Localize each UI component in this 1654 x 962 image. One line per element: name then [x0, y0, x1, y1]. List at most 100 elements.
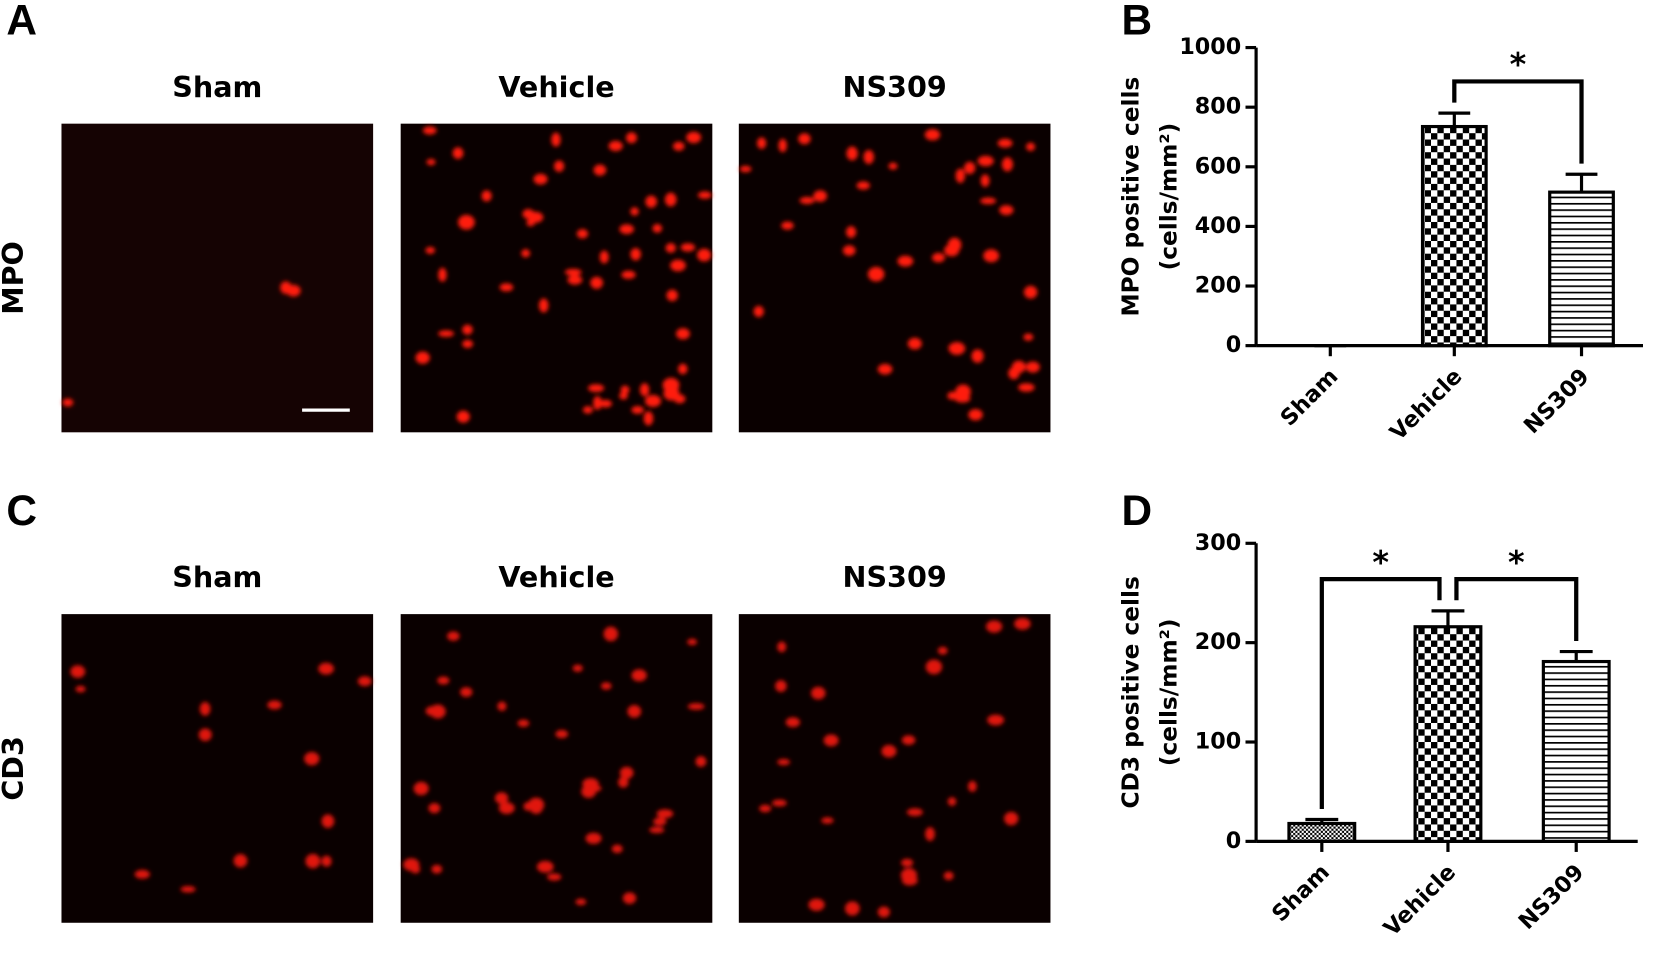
cell — [1014, 617, 1031, 630]
cell — [644, 394, 662, 407]
cells — [759, 617, 1031, 918]
cell — [652, 223, 663, 233]
cell — [497, 701, 507, 712]
column-label: Vehicle — [498, 560, 614, 594]
cell — [582, 406, 593, 414]
cell — [422, 126, 437, 135]
column-label: Vehicle — [498, 70, 614, 104]
micrograph — [400, 123, 713, 433]
y-axis-label: (cells/mm²) — [1156, 619, 1183, 767]
cell — [590, 276, 604, 289]
cell — [589, 785, 602, 792]
cell — [670, 259, 686, 272]
cell — [536, 860, 554, 873]
cell — [643, 411, 654, 426]
significance-bracket — [1454, 577, 1579, 642]
panel-letter: A — [6, 0, 37, 43]
cell — [622, 892, 637, 904]
y-tick-label: 300 — [1195, 530, 1241, 556]
cell — [877, 363, 893, 375]
cell — [977, 155, 994, 167]
cell — [631, 405, 644, 414]
cell — [687, 638, 698, 646]
cell — [639, 383, 650, 397]
bar — [1413, 625, 1483, 843]
cell — [517, 719, 530, 727]
column-label: Sham — [172, 560, 262, 594]
cell — [452, 147, 464, 160]
x-tick-label: Sham — [1275, 364, 1343, 432]
cell — [75, 685, 86, 693]
cell — [627, 704, 642, 718]
cell — [180, 886, 196, 893]
micrograph — [61, 123, 374, 433]
cell — [199, 702, 211, 716]
cell — [318, 662, 334, 675]
cell — [739, 165, 752, 173]
cells — [403, 626, 707, 906]
cell — [611, 844, 623, 854]
cell — [533, 173, 548, 185]
cell — [575, 898, 587, 906]
cell — [662, 377, 680, 393]
cell — [631, 669, 647, 682]
cell — [1001, 157, 1013, 172]
cell — [954, 394, 971, 403]
cell — [968, 409, 983, 421]
cell — [426, 158, 436, 166]
cells — [70, 662, 372, 893]
y-tick-label: 0 — [1226, 828, 1241, 854]
cell — [925, 659, 943, 675]
cell — [756, 137, 767, 149]
cell — [600, 682, 612, 690]
cell — [672, 141, 685, 151]
cell — [906, 808, 923, 817]
cell — [498, 802, 515, 814]
cell — [964, 161, 976, 175]
cell — [971, 349, 984, 363]
column-label: NS309 — [843, 560, 947, 594]
cell — [1025, 361, 1040, 373]
cell — [697, 191, 712, 199]
cell — [551, 132, 561, 147]
cell — [799, 196, 815, 205]
cell — [619, 392, 628, 400]
cell — [437, 676, 450, 685]
significance-label: * — [1372, 545, 1389, 581]
y-tick-label: 600 — [1195, 153, 1241, 179]
cell — [687, 703, 705, 710]
cell — [1004, 811, 1019, 826]
cell — [618, 776, 629, 788]
cell — [587, 384, 605, 393]
micrograph — [400, 614, 713, 923]
cell — [538, 298, 549, 313]
bar — [1541, 659, 1611, 843]
cell — [494, 792, 509, 804]
cell — [810, 686, 826, 700]
cell — [649, 826, 665, 834]
cell — [438, 330, 455, 337]
cell — [321, 814, 335, 829]
cell — [1018, 383, 1035, 392]
x-tick-label: NS309 — [1519, 364, 1595, 440]
cell — [947, 237, 962, 253]
cell — [856, 181, 871, 190]
cell — [431, 864, 443, 874]
panel-letter: B — [1121, 0, 1152, 43]
cell — [457, 214, 475, 230]
cell — [863, 149, 875, 165]
cell — [676, 328, 690, 340]
y-axis-label: (cells/mm²) — [1156, 123, 1183, 271]
cells — [415, 126, 712, 426]
cell — [955, 168, 966, 183]
cell — [759, 804, 772, 813]
micrograph — [738, 614, 1051, 923]
cells — [62, 281, 301, 407]
error-bar — [1438, 111, 1471, 127]
x-tick-label: NS309 — [1514, 859, 1590, 935]
cell — [846, 146, 858, 161]
cell — [771, 799, 787, 807]
cell — [425, 246, 436, 254]
